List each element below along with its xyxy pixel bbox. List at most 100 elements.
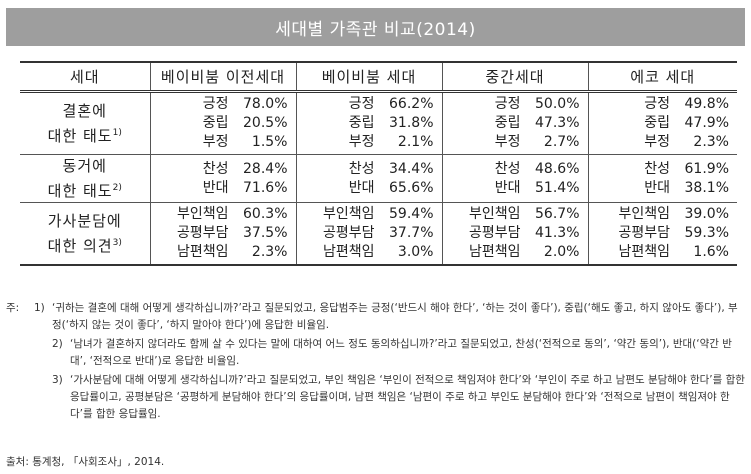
cell-entry: 부인책임 39.0%	[589, 205, 738, 224]
footnote-ref: 3)	[112, 238, 122, 248]
response-label: 남편책임	[322, 244, 375, 260]
response-value: 37.5%	[243, 225, 288, 241]
response-value: 1.5%	[251, 134, 288, 150]
row-header-text: 대한 태도	[47, 182, 113, 200]
footnote-number: 3)	[52, 374, 63, 386]
response-value: 2.7%	[543, 134, 580, 150]
response-value: 66.2%	[389, 96, 434, 112]
response-label: 부정	[348, 134, 375, 150]
response-value: 50.0%	[535, 96, 580, 112]
cell-entry: 찬성 34.4%	[297, 160, 442, 179]
cell-entry: 부인책임 60.3%	[151, 205, 296, 224]
response-label: 찬성	[494, 160, 521, 177]
response-value: 56.7%	[535, 206, 580, 222]
response-value: 31.8%	[389, 115, 434, 131]
row-header-line1: 동거에	[62, 157, 107, 175]
response-label: 중립	[202, 115, 229, 131]
response-label: 중립	[644, 115, 670, 131]
cell-entry: 공평부담 41.3%	[443, 224, 588, 243]
response-label: 남편책임	[176, 244, 229, 260]
footnote-ref: 1)	[112, 128, 122, 138]
response-label: 부인책임	[176, 206, 229, 222]
source-citation: 출처: 통계청, 「사회조사」, 2014.	[6, 456, 165, 468]
cell-entry: 부정 2.3%	[589, 133, 738, 152]
row-header-line2: 대한 태도1)	[20, 122, 150, 147]
response-value: 47.9%	[684, 115, 729, 131]
footnote-number: 1)	[34, 302, 45, 314]
response-label: 부정	[644, 134, 670, 150]
row-header-line2: 대한 태도2)	[20, 177, 150, 202]
response-value: 49.8%	[684, 96, 729, 112]
header-generation: 세대	[20, 61, 151, 93]
cell-entry: 부정 1.5%	[151, 133, 296, 152]
response-label: 중립	[494, 115, 521, 131]
footnote-number: 2)	[52, 338, 63, 350]
response-value: 2.3%	[693, 134, 729, 150]
cell-entry: 찬성 61.9%	[589, 160, 738, 179]
data-cell: 부인책임 60.3% 공평부담 37.5% 남편책임 2.3%	[149, 202, 297, 266]
response-value: 3.0%	[397, 244, 434, 260]
row-header-line2: 대한 의견3)	[20, 232, 150, 257]
cell-entry: 중립 47.9%	[589, 114, 738, 133]
table-row: 동거에 대한 태도2) 찬성 28.4% 반대 71.6% 찬성 34.4% 반대 65.6% 찬성…	[20, 154, 738, 203]
cell-entry: 긍정 50.0%	[443, 95, 588, 114]
data-cell: 부인책임 59.4% 공평부담 37.7% 남편책임 3.0%	[295, 202, 443, 266]
footnotes: 주: 1) ‘귀하는 결혼에 대해 어떻게 생각하십니까?’라고 질문되었고, …	[6, 300, 746, 425]
cell-entry: 부정 2.1%	[297, 133, 442, 152]
response-label: 찬성	[644, 160, 670, 177]
response-value: 59.3%	[684, 225, 729, 241]
response-value: 59.4%	[389, 206, 434, 222]
response-label: 부정	[202, 134, 229, 150]
response-label: 반대	[494, 179, 521, 196]
row-header-text: 대한 의견	[47, 237, 113, 255]
response-label: 찬성	[348, 160, 375, 177]
response-label: 반대	[644, 179, 670, 196]
footnote-2: 2) ‘남녀가 결혼하지 않더라도 함께 살 수 있다는 말에 대하여 어느 정…	[6, 336, 746, 370]
response-label: 남편책임	[468, 244, 521, 260]
cell-entry: 공평부담 59.3%	[589, 224, 738, 243]
response-label: 반대	[348, 179, 375, 196]
cell-entry: 반대 38.1%	[589, 179, 738, 198]
table-row: 결혼에 대한 태도1) 긍정 78.0% 중립 20.5% 부정 1.5% 긍정 66.2% 중립 3…	[20, 91, 738, 155]
cell-entry: 중립 31.8%	[297, 114, 442, 133]
cell-entry: 공평부담 37.7%	[297, 224, 442, 243]
footnote-ref: 2)	[112, 183, 122, 193]
data-cell: 긍정 78.0% 중립 20.5% 부정 1.5%	[149, 91, 297, 155]
response-label: 반대	[202, 179, 229, 196]
response-value: 65.6%	[389, 179, 434, 196]
table-title: 세대별 가족관 비교(2014)	[6, 8, 745, 46]
footnote-3: 3) ‘가사분담에 대해 어떻게 생각하십니까?’라고 질문되었고, 부인 책임…	[6, 372, 746, 423]
response-value: 51.4%	[535, 179, 580, 196]
response-value: 1.6%	[693, 244, 729, 260]
response-value: 37.7%	[389, 225, 434, 241]
cell-entry: 긍정 66.2%	[297, 95, 442, 114]
response-value: 41.3%	[535, 225, 580, 241]
cell-entry: 부인책임 56.7%	[443, 205, 588, 224]
header-echo: 에코 세대	[587, 61, 737, 93]
response-label: 긍정	[644, 96, 670, 112]
header-pre-babyboom: 베이비붐 이전세대	[149, 61, 297, 93]
data-cell: 찬성 34.4% 반대 65.6%	[295, 154, 443, 203]
response-label: 부정	[494, 134, 521, 150]
cell-entry: 부정 2.7%	[443, 133, 588, 152]
footnote-text: ‘귀하는 결혼에 대해 어떻게 생각하십니까?’라고 질문되었고, 응답범주는 …	[52, 302, 738, 331]
cell-entry: 긍정 78.0%	[151, 95, 296, 114]
cell-entry: 중립 20.5%	[151, 114, 296, 133]
cell-entry: 반대 51.4%	[443, 179, 588, 198]
response-label: 중립	[348, 115, 375, 131]
response-label: 남편책임	[618, 244, 670, 260]
cell-entry: 반대 71.6%	[151, 179, 296, 198]
response-label: 긍정	[202, 96, 229, 112]
response-value: 78.0%	[243, 96, 288, 112]
table-row: 가사분담에 대한 의견3) 부인책임 60.3% 공평부담 37.5% 남편책임 2.3% 부인…	[20, 202, 738, 266]
response-value: 47.3%	[535, 115, 580, 131]
response-value: 2.3%	[251, 244, 288, 260]
cell-entry: 부인책임 59.4%	[297, 205, 442, 224]
footnote-text: ‘남녀가 결혼하지 않더라도 함께 살 수 있다는 말에 대하여 어느 정도 동…	[70, 338, 732, 367]
cell-entry: 남편책임 2.3%	[151, 243, 296, 262]
response-value: 34.4%	[389, 160, 434, 177]
response-label: 긍정	[494, 96, 521, 112]
response-value: 38.1%	[684, 179, 729, 196]
response-value: 2.0%	[543, 244, 580, 260]
